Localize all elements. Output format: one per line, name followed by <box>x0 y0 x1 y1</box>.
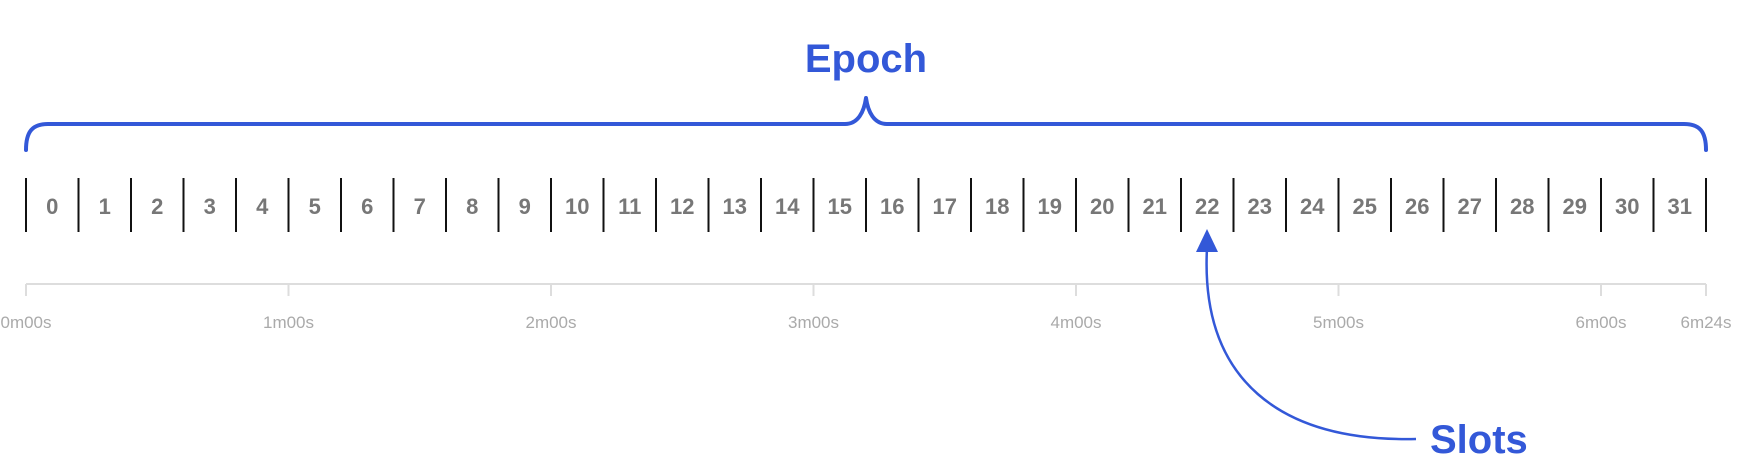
time-tick-label: 4m00s <box>1050 313 1101 332</box>
slot-dividers <box>25 178 1707 232</box>
slot-number: 6 <box>361 194 373 219</box>
slot-number: 20 <box>1090 194 1114 219</box>
slot-number: 16 <box>880 194 904 219</box>
slot-number: 8 <box>466 194 478 219</box>
slot-number: 26 <box>1405 194 1429 219</box>
slot-number: 9 <box>519 194 531 219</box>
slot-number: 11 <box>618 194 641 219</box>
slots-title: Slots <box>1430 418 1528 459</box>
time-tick-label: 0m00s <box>0 313 51 332</box>
time-tick-label: 6m24s <box>1680 313 1731 332</box>
slots-arrowhead <box>1196 229 1218 252</box>
time-tick-label: 3m00s <box>788 313 839 332</box>
epoch-title: Epoch <box>805 37 927 81</box>
slot-number: 15 <box>828 194 852 219</box>
slot-number: 3 <box>204 194 216 219</box>
slot-number: 10 <box>565 194 589 219</box>
slot-number: 0 <box>46 194 58 219</box>
slot-number: 12 <box>670 194 694 219</box>
slot-number: 28 <box>1510 194 1534 219</box>
time-tick-label: 5m00s <box>1313 313 1364 332</box>
slot-number: 18 <box>985 194 1009 219</box>
slot-number: 23 <box>1248 194 1272 219</box>
slot-number: 14 <box>775 194 800 219</box>
slot-number: 17 <box>933 194 957 219</box>
slot-number: 30 <box>1615 194 1639 219</box>
slot-number: 5 <box>309 194 321 219</box>
time-tick-label: 2m00s <box>525 313 576 332</box>
slot-number: 31 <box>1668 194 1692 219</box>
slot-number: 25 <box>1353 194 1377 219</box>
time-tick-label: 6m00s <box>1575 313 1626 332</box>
time-axis: 0m00s 1m00s 2m00s 3m00s 4m00s 5m00s 6m00s 6m24s <box>0 283 1732 332</box>
slot-number: 13 <box>723 194 747 219</box>
slot-number: 29 <box>1563 194 1587 219</box>
slot-number: 19 <box>1038 194 1062 219</box>
epoch-brace <box>24 96 1708 152</box>
slot-number: 4 <box>256 194 269 219</box>
slot-number: 2 <box>151 194 163 219</box>
slot-number: 22 <box>1195 194 1219 219</box>
slot-number: 1 <box>99 194 111 219</box>
slots-arrow <box>1205 247 1417 441</box>
slot-number: 7 <box>414 194 426 219</box>
time-tick-label: 1m00s <box>263 313 314 332</box>
slot-number: 27 <box>1458 194 1482 219</box>
slot-labels: 0 1 2 3 4 5 6 7 8 9 10 11 12 13 14 15 16 17 18 19 20 21 22 23 24… <box>46 194 1692 219</box>
slot-number: 21 <box>1143 194 1167 219</box>
slot-number: 24 <box>1300 194 1325 219</box>
